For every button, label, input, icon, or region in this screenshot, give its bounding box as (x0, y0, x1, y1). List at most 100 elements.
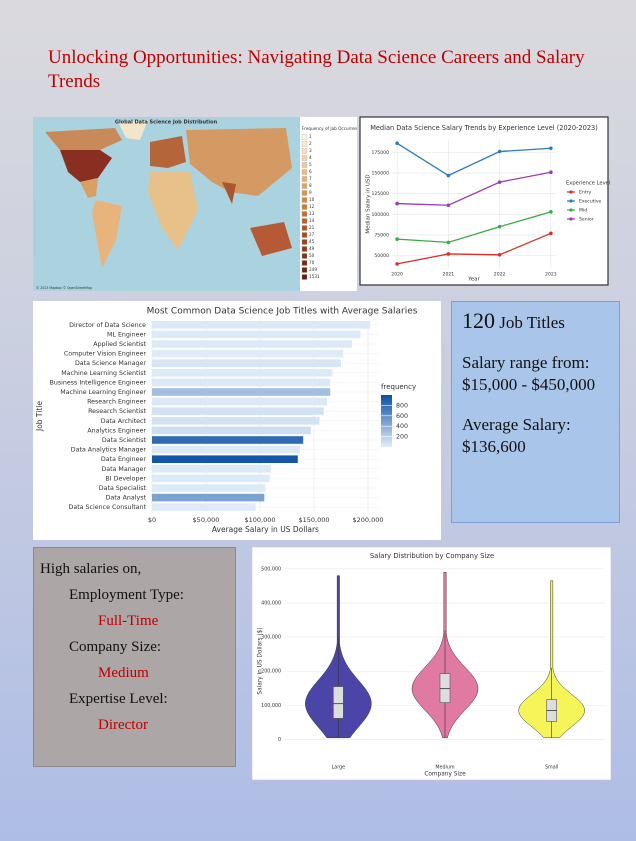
point (497, 180, 502, 184)
point (446, 252, 451, 256)
bar (152, 426, 311, 435)
y-tick-label: 150000 (371, 171, 389, 177)
x-tick-label: $100,000 (244, 516, 275, 524)
x-tick-label: 2023 (545, 272, 557, 278)
y-tick-label: 400,000 (261, 600, 281, 606)
y-axis-label: Salary in US Dollars ($) (258, 627, 264, 694)
bar (152, 330, 361, 339)
map-credit: © 2023 Mapbox © OpenStreetMap (36, 286, 92, 290)
legend-swatch (301, 225, 308, 231)
x-tick-label: $50,000 (193, 516, 220, 524)
legend-swatch (301, 169, 308, 175)
box (333, 686, 344, 719)
chart-title: Salary Distribution by Company Size (370, 552, 494, 560)
job-count: 120 (462, 308, 495, 333)
legend-dot (569, 208, 573, 212)
x-tick-label: $150,000 (298, 516, 329, 524)
legend-swatch (301, 134, 308, 140)
legend-swatch (301, 141, 308, 147)
y-tick-label: Business Intelligence Engineer (50, 379, 147, 386)
y-tick-label: Data Engineer (101, 456, 146, 463)
bar (152, 484, 266, 492)
point (549, 170, 553, 175)
y-tick-label: Machine Learning Engineer (60, 389, 146, 396)
legend-label: 3 (309, 148, 312, 153)
legend-swatch (301, 155, 308, 161)
colorbar-title: frequency (381, 383, 416, 391)
bar (152, 369, 333, 377)
africa (148, 172, 198, 250)
y-tick-label: Data Science Manager (75, 360, 146, 367)
colorbar-label: 600 (396, 413, 408, 420)
legend-label: 5 (309, 162, 312, 167)
chart-title: Most Common Data Science Job Titles with… (147, 307, 418, 317)
point (395, 141, 399, 146)
legend-swatch (301, 218, 308, 224)
y-tick-label: Machine Learning Scientist (61, 370, 146, 377)
x-tick-label: Large (332, 765, 346, 771)
legend-label: 249 (309, 267, 317, 272)
violin (518, 580, 585, 739)
point (395, 201, 399, 206)
x-tick-label: $200,000 (352, 516, 383, 524)
legend-dot (569, 190, 573, 194)
map-land (33, 117, 357, 291)
legend-label: 6 (309, 169, 312, 174)
line (397, 232, 552, 265)
y-tick-label: 500,000 (261, 566, 281, 572)
bar (152, 349, 344, 358)
line (396, 142, 551, 177)
point (395, 237, 399, 241)
point (446, 173, 451, 178)
india (222, 182, 236, 204)
y-tick-label: BI Developer (105, 475, 146, 482)
bar (152, 321, 371, 329)
chart-title: Median Data Science Salary Trends by Exp… (370, 124, 598, 132)
y-tick-label: 75000 (374, 232, 389, 238)
legend-label: Senior (579, 217, 594, 223)
legend-label: 8 (309, 183, 312, 188)
legend-label: 9 (309, 190, 312, 195)
bar (152, 493, 265, 502)
bar (152, 474, 270, 483)
legend-label: 1 (309, 134, 312, 139)
canada (45, 128, 122, 150)
colorbar-label: 400 (396, 423, 408, 430)
y-tick-label: Applied Scientist (93, 341, 146, 348)
legend-swatch (301, 176, 308, 182)
legend-swatch (301, 197, 308, 203)
job-count-label: Job Titles (499, 313, 565, 332)
panel (359, 116, 609, 286)
y-tick-label: 50000 (374, 253, 389, 259)
legend-label: 50 (309, 253, 315, 258)
x-tick-label: 2022 (494, 272, 506, 278)
legend-label: 4 (309, 155, 312, 160)
legend-dot (569, 199, 573, 203)
point (446, 203, 451, 208)
legend-label: 14 (309, 218, 315, 223)
highlight-label: Employment Type: (69, 587, 184, 603)
y-tick-label: Data Specialist (99, 485, 147, 492)
point (446, 240, 451, 245)
point (549, 231, 553, 236)
legend-swatch (301, 260, 308, 266)
bar (152, 407, 324, 415)
y-tick-label: Analytics Engineer (87, 427, 146, 434)
point (395, 262, 399, 266)
point (497, 224, 502, 229)
legend-label: 21 (309, 225, 315, 230)
central-america (80, 178, 98, 198)
y-tick-label: Data Analytics Manager (71, 447, 147, 454)
x-axis-label: Average Salary in US Dollars (212, 525, 319, 534)
y-tick-label: Data Manager (101, 466, 146, 473)
europe (150, 136, 186, 168)
legend-label: 70 (309, 260, 315, 265)
y-axis-label: Job Title (35, 401, 44, 432)
y-tick-label: 100000 (371, 212, 389, 218)
line (397, 211, 552, 244)
bar (152, 503, 256, 511)
x-tick-label: 2021 (443, 272, 455, 278)
legend-title: Frequency of Job Occurren (302, 126, 358, 131)
highlight-value: Medium (98, 665, 149, 681)
